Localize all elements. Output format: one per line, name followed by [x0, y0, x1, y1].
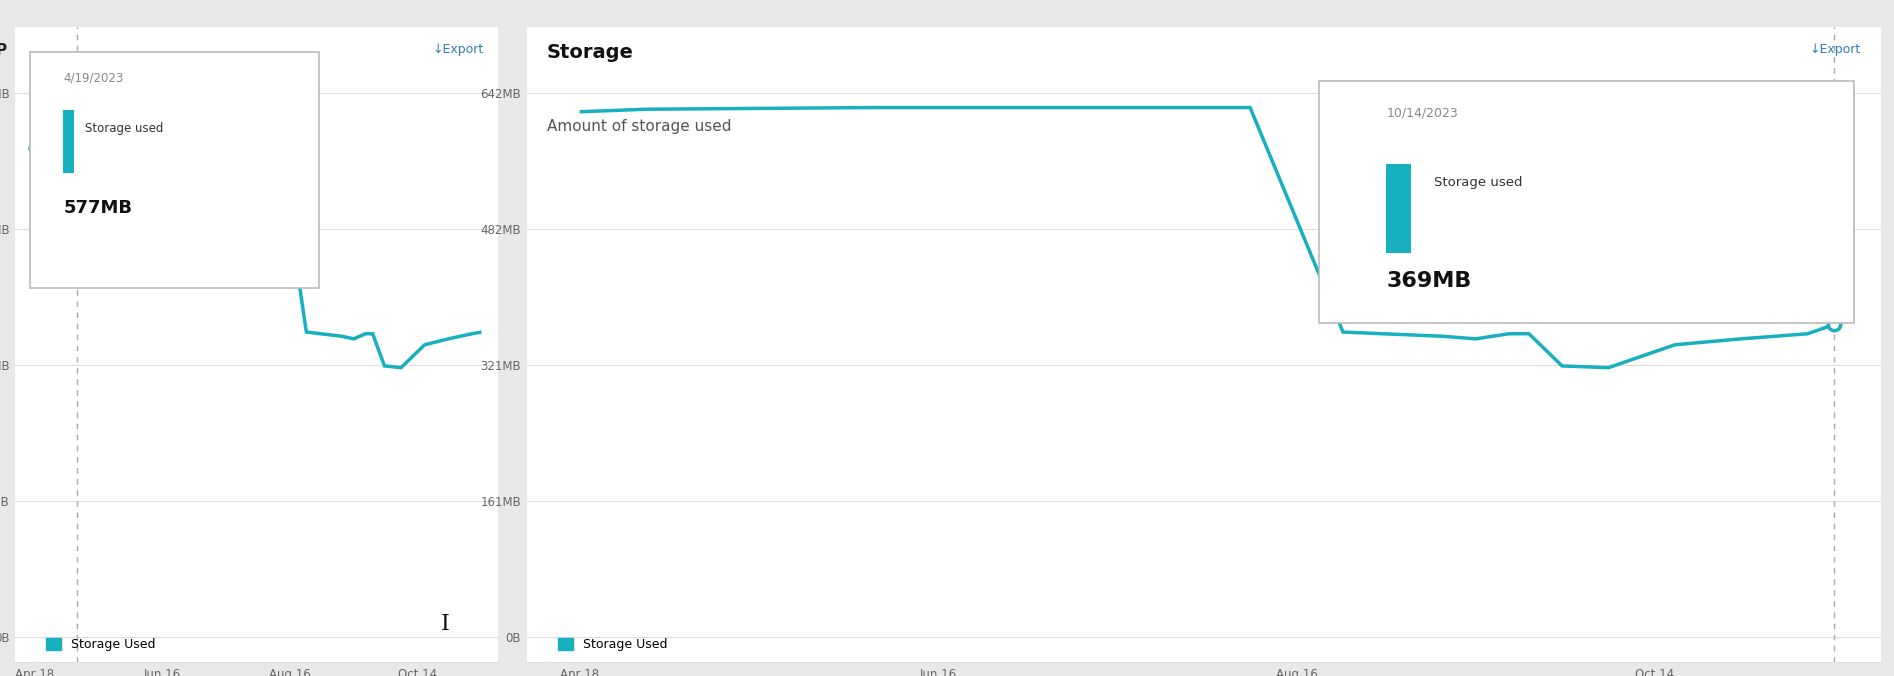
- Text: 4/19/2023: 4/19/2023: [64, 72, 123, 84]
- FancyBboxPatch shape: [64, 110, 74, 173]
- Text: 577MB: 577MB: [64, 199, 133, 216]
- FancyBboxPatch shape: [1318, 81, 1854, 322]
- Text: ↓Export: ↓Export: [432, 43, 483, 56]
- FancyBboxPatch shape: [30, 53, 320, 287]
- Text: ↓Export: ↓Export: [1809, 43, 1860, 56]
- Text: Amount of storage used: Amount of storage used: [547, 119, 731, 134]
- Text: of storage used: of storage used: [159, 110, 269, 124]
- Text: Storage used: Storage used: [1434, 176, 1523, 189]
- FancyBboxPatch shape: [1386, 164, 1411, 253]
- Text: 369MB: 369MB: [1386, 271, 1472, 291]
- Text: Storage: Storage: [547, 43, 634, 62]
- Legend: Storage Used: Storage Used: [553, 633, 672, 656]
- Text: Storage used: Storage used: [85, 122, 163, 135]
- Text: I: I: [441, 613, 449, 635]
- Legend: Storage Used: Storage Used: [40, 633, 161, 656]
- Text: P: P: [0, 43, 8, 58]
- Text: 10/14/2023: 10/14/2023: [1386, 107, 1458, 120]
